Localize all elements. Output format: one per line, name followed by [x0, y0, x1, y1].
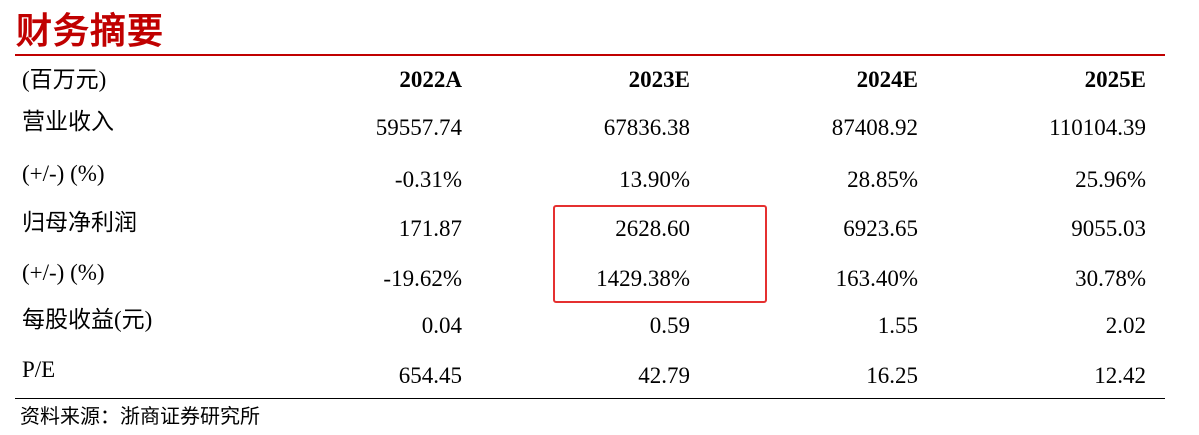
cell-value: 110104.39 [1049, 115, 1146, 140]
cell-value: 0.59 [649, 313, 690, 338]
cell-value: 1429.38% [596, 266, 690, 291]
column-header: (百万元) [22, 67, 107, 92]
cell-value: 30.78% [1075, 266, 1146, 291]
column-header: 2025E [1084, 67, 1146, 92]
column-header: 2024E [856, 67, 918, 92]
title-rule [15, 54, 1165, 56]
cell-value: 9055.03 [1071, 216, 1146, 241]
column-header: 2023E [628, 67, 690, 92]
cell-value: 2628.60 [615, 216, 690, 241]
cell-value: 171.87 [398, 216, 462, 241]
column-header: 2022A [399, 67, 462, 92]
cell-value: 67836.38 [603, 115, 690, 140]
cell-value: 16.25 [866, 363, 918, 388]
row-label: 营业收入 [22, 109, 114, 134]
row-label: P/E [22, 357, 56, 382]
cell-value: 13.90% [619, 167, 690, 192]
cell-value: 25.96% [1075, 167, 1146, 192]
highlight-box [553, 205, 767, 303]
cell-value: 6923.65 [843, 216, 918, 241]
cell-value: 59557.74 [375, 115, 462, 140]
cell-value: 1.55 [877, 313, 918, 338]
row-label: (+/-) (%) [22, 161, 105, 186]
cell-value: 42.79 [638, 363, 690, 388]
source: 资料来源：浙商证券研究所 [20, 406, 260, 428]
row-label: (+/-) (%) [22, 260, 105, 285]
cell-value: 163.40% [835, 266, 918, 291]
cell-value: 2.02 [1105, 313, 1146, 338]
cell-value: 87408.92 [831, 115, 918, 140]
cell-value: -19.62% [383, 266, 462, 291]
cell-value: 0.04 [421, 313, 462, 338]
table-rule [15, 398, 1165, 399]
row-label: 归母净利润 [22, 210, 137, 235]
cell-value: 654.45 [398, 363, 462, 388]
cell-value: 28.85% [847, 167, 918, 192]
cell-value: -0.31% [394, 167, 462, 192]
title: 财务摘要 [16, 11, 165, 51]
cell-value: 12.42 [1094, 363, 1146, 388]
row-label: 每股收益(元) [22, 307, 153, 332]
